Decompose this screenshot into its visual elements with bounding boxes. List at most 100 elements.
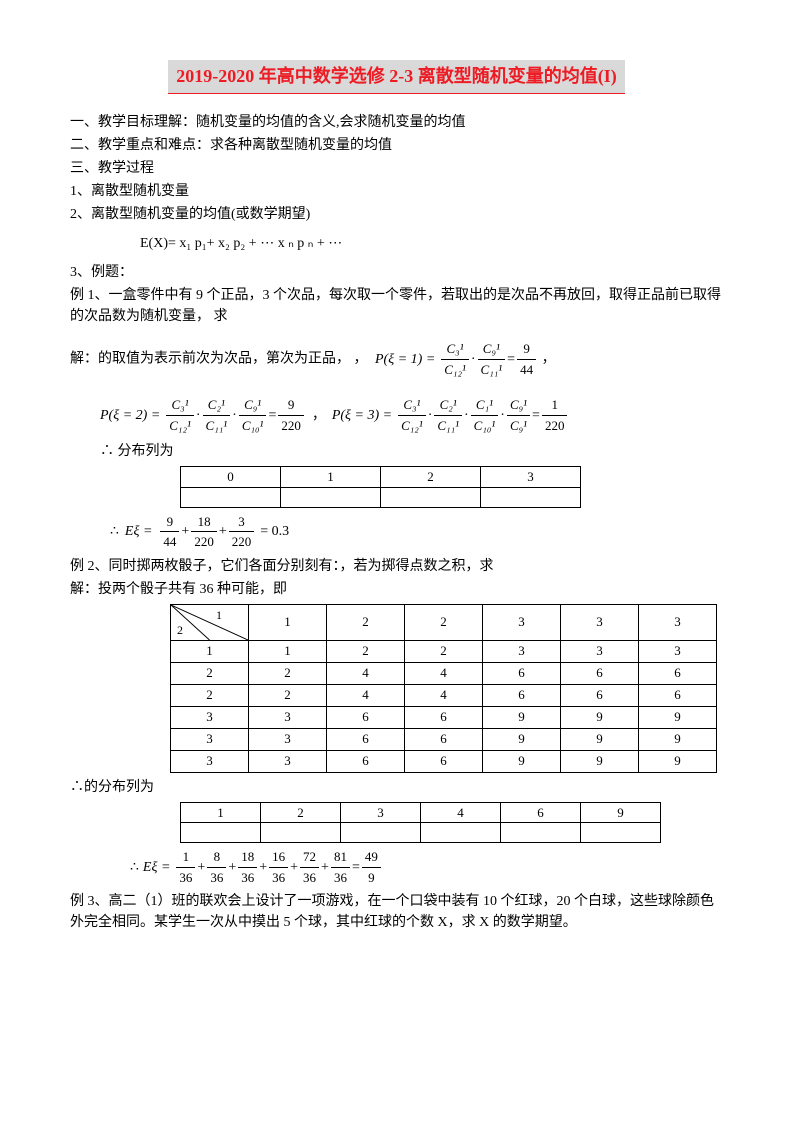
section-3-2: 2、离散型随机变量的均值(或数学期望): [70, 204, 723, 225]
t1-c1: [281, 487, 381, 507]
table-cell: 2: [249, 684, 327, 706]
table-cell: 3: [171, 706, 249, 728]
t2-ch5: 3: [639, 604, 717, 640]
table-cell: 9: [483, 728, 561, 750]
p2-mid: ，: [312, 405, 326, 426]
t3-c0: [181, 823, 261, 843]
distribution-table-2: 1 2 3 4 6 9: [180, 802, 661, 844]
table-cell: 6: [405, 706, 483, 728]
distribution-table-1: 0 1 2 3: [180, 466, 581, 508]
p1-tail: ，: [542, 352, 556, 367]
table-cell: 4: [327, 662, 405, 684]
section-3-1: 1、离散型随机变量: [70, 181, 723, 202]
section-3: 三、教学过程: [70, 158, 723, 179]
p1-formula: P(ξ = 1) = C₃¹C₁₂¹ · C₉¹C₁₁¹ = 944: [371, 339, 538, 379]
t1-c3: [481, 487, 581, 507]
table-cell: 3: [483, 640, 561, 662]
table-cell: 6: [639, 662, 717, 684]
example-2: 例 2、同时掷两枚骰子，它们各面分别刻有：，若为掷得点数之积，求: [70, 556, 723, 577]
table-cell: 6: [405, 728, 483, 750]
p2-lhs: P(ξ = 2) =: [100, 405, 160, 426]
table-cell: 9: [639, 728, 717, 750]
table-cell: 3: [171, 750, 249, 772]
exi-therefore: ∴: [110, 521, 119, 542]
t3-c4: [501, 823, 581, 843]
t3-h3: 4: [421, 802, 501, 823]
t2-ch4: 3: [561, 604, 639, 640]
t3-h5: 9: [581, 802, 661, 823]
table-cell: 6: [327, 706, 405, 728]
t2-ch0: 1: [249, 604, 327, 640]
exi2-formula: ∴ Eξ = 136+ 836+ 1836+ 1636+ 7236+ 8136=…: [130, 847, 723, 887]
table-cell: 9: [483, 706, 561, 728]
p2-p3-formula: P(ξ = 2) = C₃¹C₁₂¹ · C₂¹C₁₁¹ · C₉¹C₁₀¹ =…: [100, 395, 723, 435]
table-cell: 9: [561, 706, 639, 728]
example-3: 例 3、高二（1）班的联欢会上设计了一项游戏，在一个口袋中装有 10 个红球，2…: [70, 891, 723, 933]
t3-c3: [421, 823, 501, 843]
t3-h1: 2: [261, 802, 341, 823]
section-3-3: 3、例题：: [70, 262, 723, 283]
t1-h1: 1: [281, 467, 381, 488]
t3-c2: [341, 823, 421, 843]
p3-lhs: P(ξ = 3) =: [332, 405, 392, 426]
table-cell: 3: [249, 728, 327, 750]
table-cell: 2: [405, 640, 483, 662]
t3-c5: [581, 823, 661, 843]
page-title: 2019-2020 年高中数学选修 2-3 离散型随机变量的均值(I): [168, 60, 624, 94]
table-cell: 4: [405, 684, 483, 706]
dist2-label: ∴的分布列为: [70, 777, 723, 798]
example-1: 例 1、一盒零件中有 9 个正品，3 个次品，每次取一个零件，若取出的是次品不再…: [70, 285, 723, 327]
table-cell: 9: [639, 750, 717, 772]
t1-c2: [381, 487, 481, 507]
t3-h4: 6: [501, 802, 581, 823]
table-cell: 9: [639, 706, 717, 728]
t2-ch2: 2: [405, 604, 483, 640]
t3-c1: [261, 823, 341, 843]
solve-1: 解：的取值为表示前次为次品，第次为正品， ， P(ξ = 1) = C₃¹C₁₂…: [70, 339, 723, 379]
t1-h0: 0: [181, 467, 281, 488]
expectation-formula: E(X)= x₁ p₁+ x₂ p₂ + ⋯ x ₙ p ₙ + ⋯: [140, 233, 723, 254]
table-cell: 2: [171, 662, 249, 684]
table-cell: 3: [639, 640, 717, 662]
table-cell: 9: [561, 750, 639, 772]
t3-h0: 1: [181, 802, 261, 823]
t1-h2: 2: [381, 467, 481, 488]
table-cell: 6: [483, 662, 561, 684]
table-cell: 1: [171, 640, 249, 662]
table-cell: 3: [561, 640, 639, 662]
exi-result: = 0.3: [260, 521, 289, 542]
solve-2: 解：投两个骰子共有 36 种可能，即: [70, 579, 723, 600]
table-cell: 3: [249, 706, 327, 728]
table-cell: 2: [327, 640, 405, 662]
table-cell: 3: [171, 728, 249, 750]
section-2: 二、教学重点和难点：求各种离散型随机变量的均值: [70, 135, 723, 156]
p1-lhs: P(ξ = 1) =: [375, 349, 435, 370]
table-cell: 2: [249, 662, 327, 684]
table-cell: 2: [171, 684, 249, 706]
table-cell: 6: [327, 728, 405, 750]
table-cell: 6: [327, 750, 405, 772]
t2-ch3: 3: [483, 604, 561, 640]
t2-corner: 1 2: [171, 604, 249, 640]
dice-product-table: 1 2 1 2 2 3 3 3 112233322446662244666336…: [170, 604, 717, 773]
solve-1-text: 解：的取值为表示前次为次品，第次为正品， ，: [70, 352, 368, 367]
table-cell: 9: [561, 728, 639, 750]
table-cell: 3: [249, 750, 327, 772]
t3-h2: 3: [341, 802, 421, 823]
dist-label: ∴ 分布列为: [100, 441, 723, 462]
t1-c0: [181, 487, 281, 507]
table-cell: 6: [405, 750, 483, 772]
table-cell: 9: [483, 750, 561, 772]
t1-h3: 3: [481, 467, 581, 488]
table-cell: 4: [327, 684, 405, 706]
section-1: 一、教学目标理解：随机变量的均值的含义,会求随机变量的均值: [70, 112, 723, 133]
table-cell: 6: [639, 684, 717, 706]
exi2-therefore: ∴: [130, 857, 139, 878]
exi-formula: ∴ Eξ = 944 + 18220 + 3220 = 0.3: [110, 512, 723, 552]
table-cell: 6: [483, 684, 561, 706]
table-cell: 6: [561, 684, 639, 706]
table-cell: 1: [249, 640, 327, 662]
t2-ch1: 2: [327, 604, 405, 640]
table-cell: 4: [405, 662, 483, 684]
table-cell: 6: [561, 662, 639, 684]
